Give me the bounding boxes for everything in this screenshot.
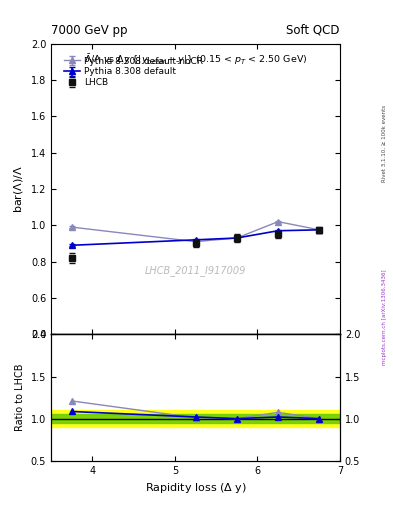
Text: LHCB_2011_I917009: LHCB_2011_I917009 xyxy=(145,265,246,276)
Text: Soft QCD: Soft QCD xyxy=(286,24,340,37)
Text: Rivet 3.1.10, ≥ 100k events: Rivet 3.1.10, ≥ 100k events xyxy=(382,105,387,182)
Bar xyxy=(51,414,340,423)
Y-axis label: bar($\Lambda$)/$\Lambda$: bar($\Lambda$)/$\Lambda$ xyxy=(12,165,25,213)
X-axis label: Rapidity loss ($\Delta$ y): Rapidity loss ($\Delta$ y) xyxy=(145,481,246,495)
Y-axis label: Ratio to LHCB: Ratio to LHCB xyxy=(15,364,25,431)
Bar xyxy=(51,410,340,427)
Text: $\bar{\Lambda}/\Lambda$ vs $\Delta y$ {$|y_{\rm beam}-y|$} (0.15 < $p_T$ < 2.50 : $\bar{\Lambda}/\Lambda$ vs $\Delta y$ {$… xyxy=(84,52,307,67)
Text: mcplots.cern.ch [arXiv:1306.3436]: mcplots.cern.ch [arXiv:1306.3436] xyxy=(382,270,387,365)
Legend: Pythia 8.308 default-noCR, Pythia 8.308 default, LHCB: Pythia 8.308 default-noCR, Pythia 8.308 … xyxy=(61,54,206,90)
Text: 7000 GeV pp: 7000 GeV pp xyxy=(51,24,128,37)
